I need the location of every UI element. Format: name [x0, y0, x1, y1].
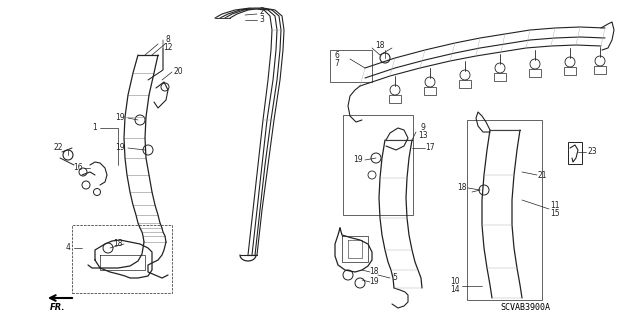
- Bar: [564, 67, 576, 75]
- Bar: [467, 120, 542, 300]
- Text: 19: 19: [353, 155, 363, 165]
- Text: 20: 20: [173, 68, 183, 77]
- Text: 19: 19: [115, 114, 125, 122]
- Text: 5: 5: [392, 273, 397, 283]
- Text: FR.: FR.: [51, 303, 66, 313]
- Text: 18: 18: [457, 183, 467, 192]
- Text: 22: 22: [53, 144, 63, 152]
- Text: 18: 18: [113, 240, 123, 249]
- Text: 8: 8: [166, 35, 170, 44]
- Text: 9: 9: [420, 123, 426, 132]
- Bar: [330, 50, 372, 82]
- Bar: [389, 95, 401, 103]
- Text: 13: 13: [418, 131, 428, 140]
- Text: 21: 21: [537, 170, 547, 180]
- Text: 3: 3: [260, 16, 264, 25]
- Bar: [594, 66, 606, 74]
- Text: 2: 2: [260, 8, 264, 17]
- Text: 18: 18: [375, 41, 385, 50]
- Bar: [459, 80, 471, 88]
- Text: 14: 14: [450, 286, 460, 294]
- Text: 23: 23: [587, 147, 597, 157]
- Bar: [343, 115, 413, 215]
- Bar: [424, 87, 436, 95]
- Text: 10: 10: [450, 278, 460, 286]
- Text: SCVAB3900A: SCVAB3900A: [500, 302, 550, 311]
- Text: 16: 16: [73, 164, 83, 173]
- Bar: [529, 69, 541, 77]
- Text: 19: 19: [369, 278, 379, 286]
- Text: 15: 15: [550, 209, 560, 218]
- Text: 12: 12: [163, 43, 173, 53]
- Text: 1: 1: [93, 123, 97, 132]
- Text: 4: 4: [65, 243, 70, 253]
- Bar: [494, 73, 506, 81]
- Text: 18: 18: [369, 268, 379, 277]
- Bar: [72, 225, 172, 293]
- Text: 11: 11: [550, 201, 560, 210]
- Text: 6: 6: [335, 50, 339, 60]
- Text: 19: 19: [115, 144, 125, 152]
- Text: 17: 17: [425, 144, 435, 152]
- Text: 7: 7: [335, 58, 339, 68]
- Bar: [568, 142, 582, 164]
